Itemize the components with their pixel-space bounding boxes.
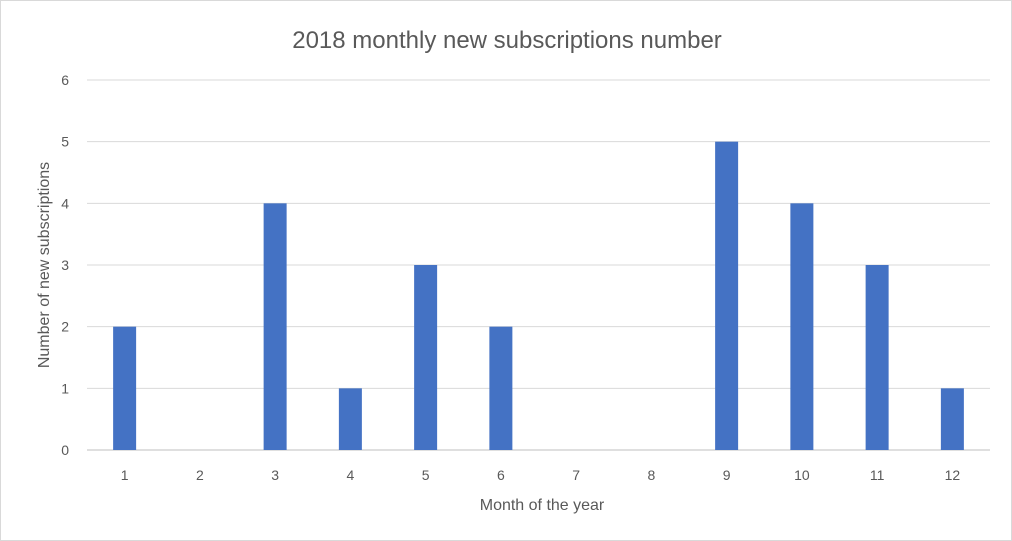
x-axis-label: Month of the year	[480, 497, 605, 514]
y-axis-label: Number of new subscriptions	[36, 162, 53, 368]
x-axis-ticks: 1 2 3 4 5 6 7 8 9 10 11 12	[121, 467, 961, 483]
x-tick-label: 9	[723, 467, 731, 483]
x-tick-label: 6	[497, 467, 505, 483]
x-tick-label: 1	[121, 467, 129, 483]
bar-month-12	[940, 388, 964, 450]
bar-month-10	[790, 203, 814, 450]
x-tick-label: 5	[422, 467, 430, 483]
bar-month-5	[414, 265, 438, 450]
x-tick-label: 11	[870, 467, 885, 483]
bars	[113, 141, 964, 450]
gridlines	[87, 79, 990, 451]
x-tick-label: 2	[196, 467, 204, 483]
bar-month-4	[338, 388, 362, 450]
y-tick-label: 0	[61, 442, 69, 458]
bar-month-6	[489, 326, 513, 450]
y-tick-label: 5	[61, 134, 69, 150]
chart-title: 2018 monthly new subscriptions number	[292, 27, 722, 54]
x-tick-label: 10	[794, 467, 810, 483]
y-tick-label: 3	[61, 257, 69, 273]
y-tick-label: 2	[61, 319, 69, 335]
bar-month-11	[865, 265, 889, 450]
x-tick-label: 12	[945, 467, 961, 483]
x-tick-label: 7	[572, 467, 580, 483]
bar-month-3	[263, 203, 287, 450]
bar-month-9	[715, 141, 739, 450]
x-tick-label: 8	[647, 467, 655, 483]
y-tick-label: 1	[61, 380, 69, 396]
x-tick-label: 3	[271, 467, 279, 483]
y-axis-ticks: 0 1 2 3 4 5 6	[61, 72, 69, 458]
y-tick-label: 4	[61, 195, 69, 211]
x-tick-label: 4	[346, 467, 354, 483]
y-tick-label: 6	[61, 72, 69, 88]
bar-month-1	[113, 326, 137, 450]
